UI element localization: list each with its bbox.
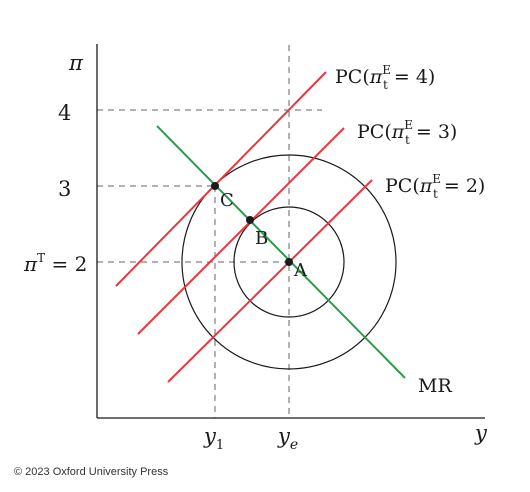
y1-sub: 1 bbox=[216, 438, 224, 453]
pc2-pi: π bbox=[419, 175, 433, 197]
guide-lines bbox=[97, 45, 322, 418]
pc2-suffix: = 2) bbox=[438, 175, 486, 197]
pc3-suffix: = 3) bbox=[410, 121, 458, 143]
ye-sub: e bbox=[290, 437, 298, 453]
ye-base: y bbox=[277, 424, 291, 448]
pc3-label: PC(πE t = 3) bbox=[357, 118, 457, 147]
axes bbox=[96, 44, 485, 419]
y-tick-4: 4 bbox=[58, 101, 71, 125]
pc2-label: PC(πE t = 2) bbox=[385, 172, 485, 201]
point-b-dot bbox=[246, 216, 254, 224]
mr-label: MR bbox=[418, 375, 452, 397]
pc4-prefix: PC( bbox=[335, 66, 370, 88]
pc4-label: PC(πE t = 4) bbox=[335, 63, 435, 92]
target-pi: π bbox=[23, 252, 38, 276]
pc4-sub: t bbox=[383, 78, 388, 92]
outer-loss-circle bbox=[181, 154, 397, 370]
point-c-label: C bbox=[220, 190, 234, 211]
x-axis-label: y bbox=[474, 421, 488, 445]
target-suffix: = 2 bbox=[45, 252, 87, 276]
loss-circles bbox=[181, 154, 397, 370]
inner-loss-circle bbox=[233, 206, 345, 318]
y-tick-target: πT = 2 bbox=[23, 251, 87, 276]
pc3-sup: E bbox=[404, 118, 413, 132]
pc3-pi: π bbox=[391, 121, 405, 143]
point-b-label: B bbox=[255, 228, 268, 249]
copyright-notice: © 2023 Oxford University Press bbox=[14, 466, 169, 478]
pc-line-2 bbox=[167, 179, 373, 383]
y-tick-3: 3 bbox=[58, 177, 71, 201]
y1-base: y bbox=[203, 424, 217, 448]
pc4-pi: π bbox=[369, 66, 383, 88]
pc2-prefix: PC( bbox=[385, 175, 420, 197]
pc4-suffix: = 4) bbox=[388, 66, 436, 88]
points bbox=[211, 182, 293, 266]
target-sup: T bbox=[37, 251, 45, 265]
pc3-prefix: PC( bbox=[357, 121, 392, 143]
phillips-curves bbox=[115, 71, 373, 383]
x-tick-y1: y1 bbox=[203, 424, 224, 453]
pc-line-4 bbox=[115, 71, 327, 287]
pc2-sub: t bbox=[433, 187, 438, 201]
point-a-dot bbox=[285, 258, 293, 266]
mr-line bbox=[156, 125, 406, 379]
pc2-sup: E bbox=[432, 172, 441, 186]
point-a-label: A bbox=[293, 260, 308, 281]
point-c-dot bbox=[211, 182, 219, 190]
x-tick-ye: ye bbox=[277, 424, 298, 453]
pc3-sub: t bbox=[405, 133, 410, 147]
pc-line-3 bbox=[137, 127, 345, 335]
y-axis-label: π bbox=[68, 51, 84, 75]
pc4-sup: E bbox=[382, 63, 391, 77]
